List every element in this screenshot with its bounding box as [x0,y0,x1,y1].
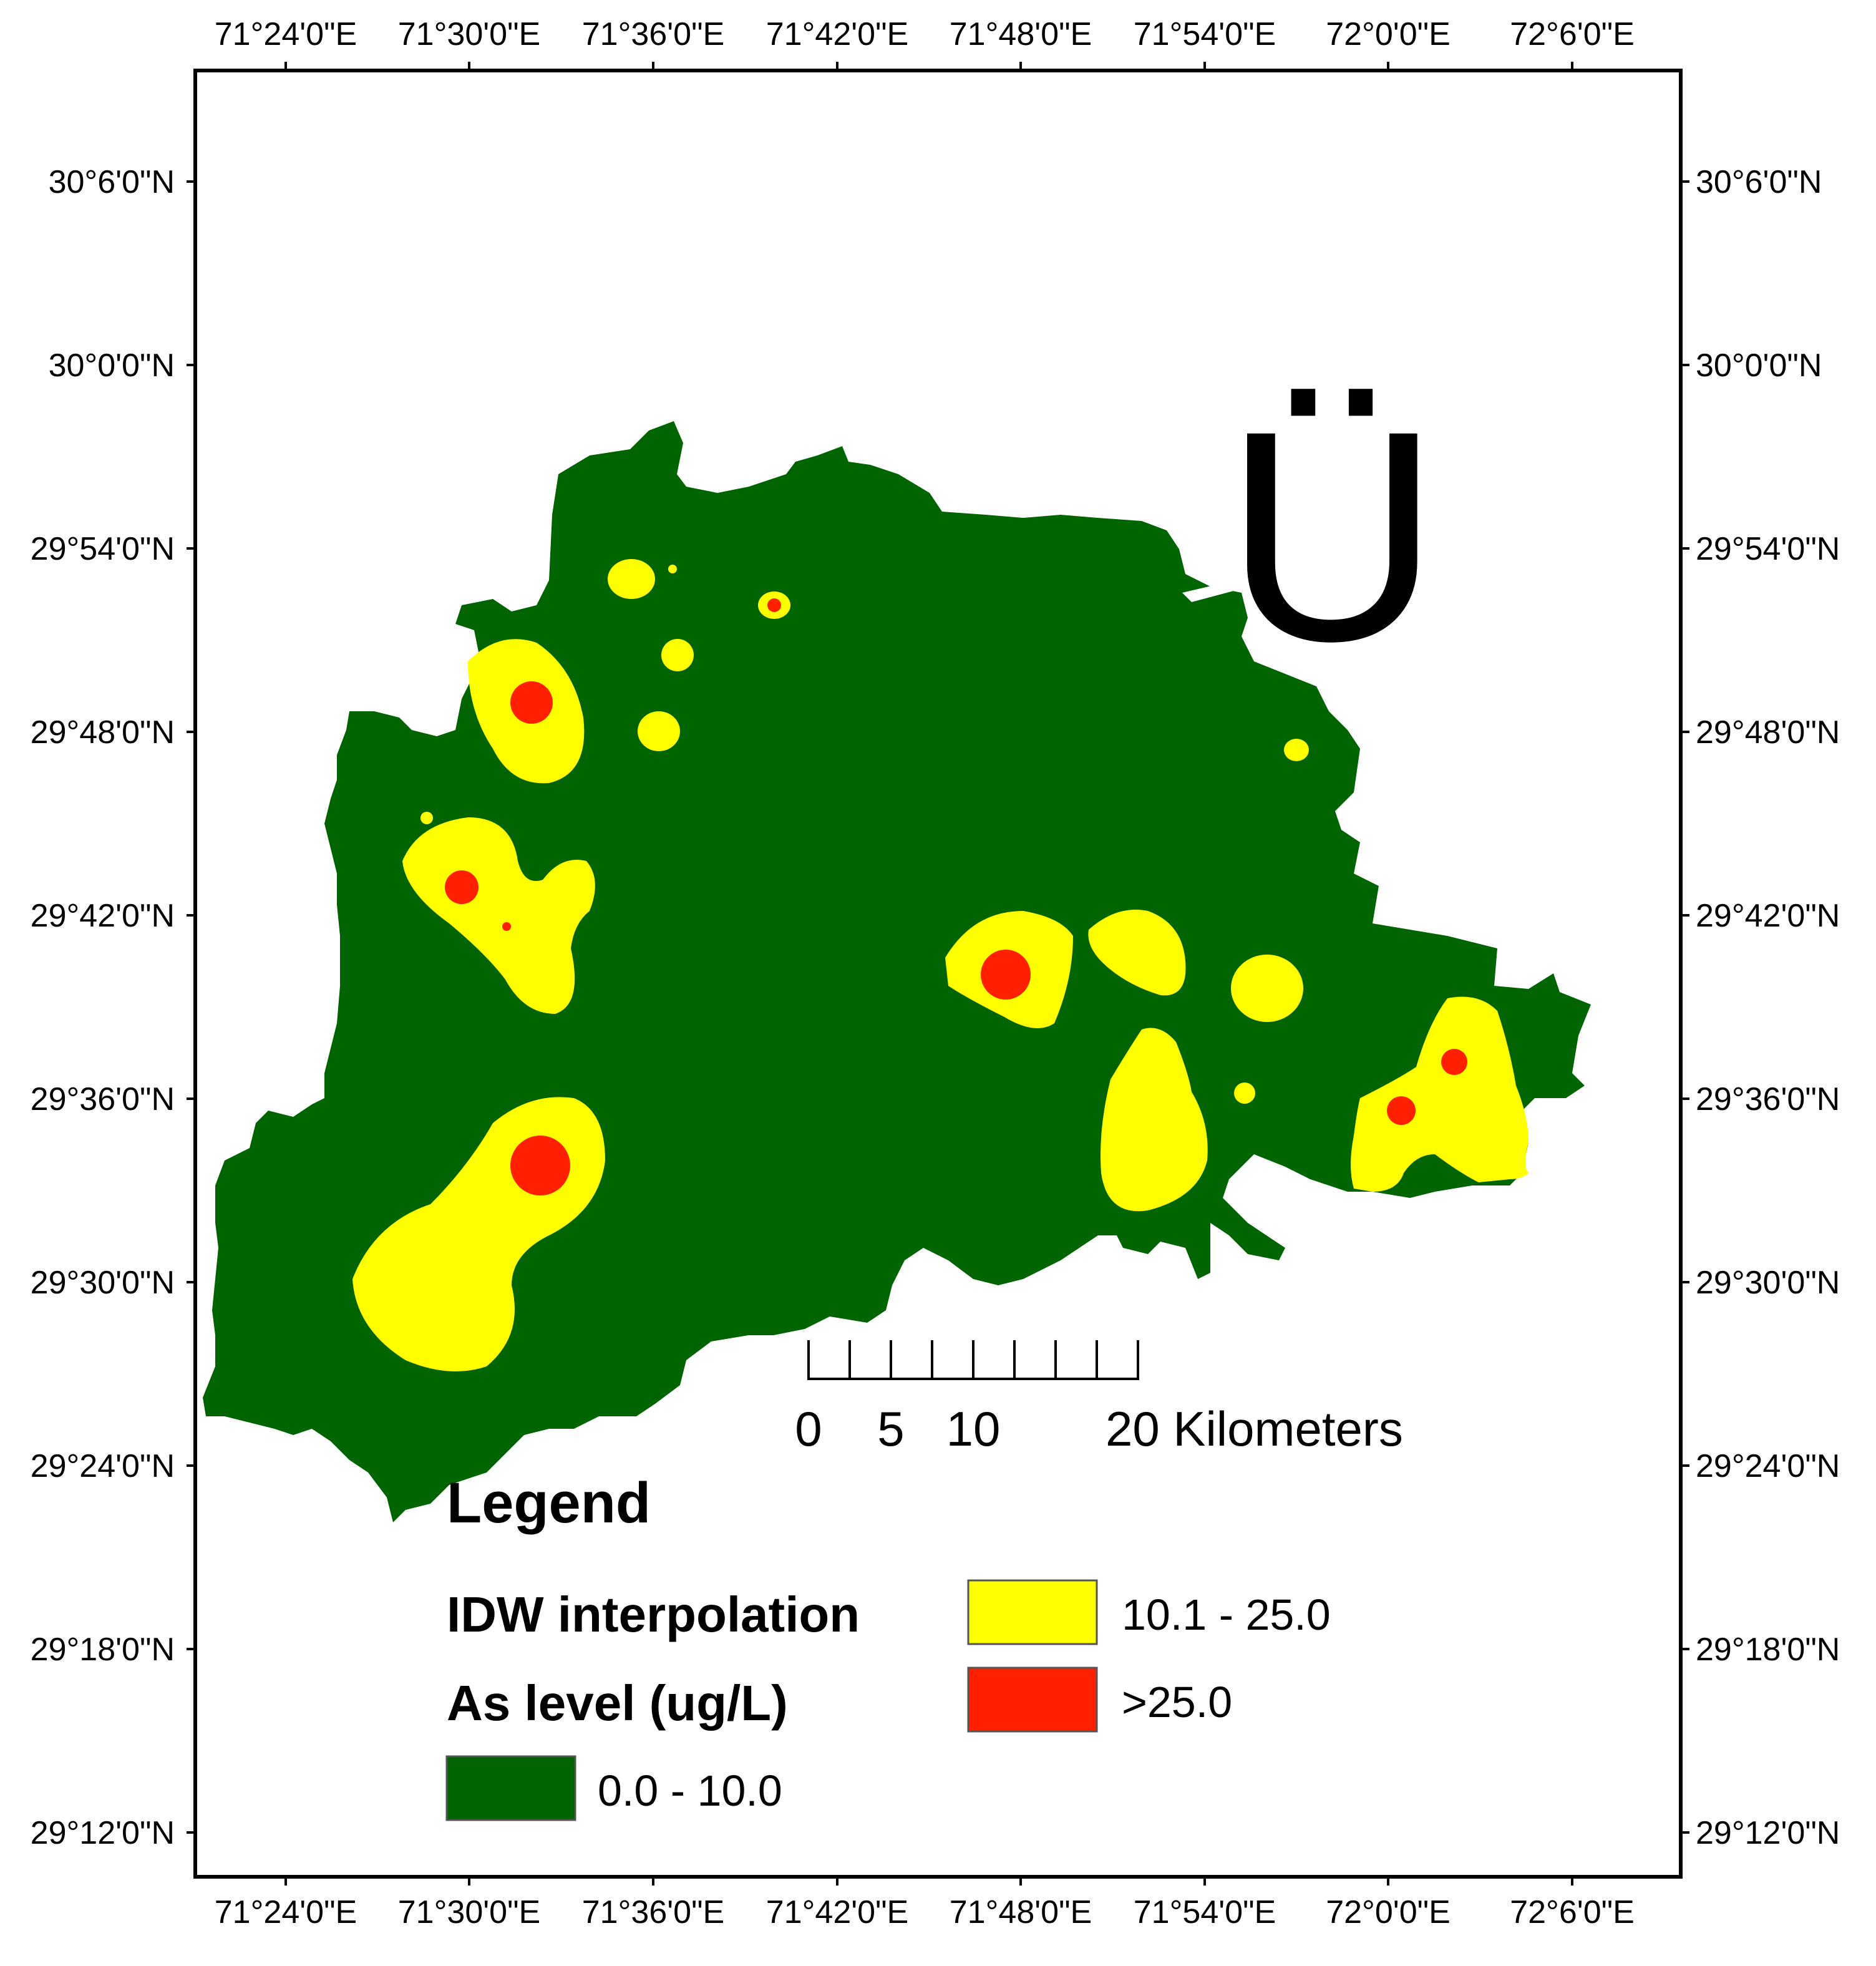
graticule-label: 29°30'0"N [31,1265,175,1301]
graticule-label: 29°48'0"N [1696,714,1840,751]
scale-label: 20 Kilometers [1106,1401,1403,1456]
legend-title: Legend [447,1471,651,1535]
legend-swatch-low [445,1755,576,1821]
scale-label: 0 [795,1401,822,1456]
legend-label-high: >25.0 [1122,1678,1232,1726]
high-zone [1441,1049,1467,1075]
legend-swatch-high [967,1667,1098,1733]
medium-zone [1284,739,1309,761]
graticule-label: 30°0'0"N [1696,348,1822,384]
graticule-label: 72°6'0"E [1510,16,1635,52]
high-zones [445,598,1467,1195]
legend: Legend IDW interpolation As level (ug/L)… [445,1471,1331,1821]
medium-zone [402,817,595,1014]
medium-zone [1234,1083,1255,1104]
medium-zone [638,711,680,751]
graticule-label: 71°30'0"E [398,1894,540,1930]
legend-label-low: 0.0 - 10.0 [598,1766,782,1815]
legend-line2: As level (ug/L) [447,1675,788,1731]
graticule-label: 71°36'0"E [582,16,724,52]
graticule-label: 71°48'0"E [950,16,1092,52]
graticule-label: 29°48'0"N [31,714,175,751]
high-zone [981,950,1031,1000]
medium-zone [1101,1028,1208,1212]
graticule-label: 29°36'0"N [31,1081,175,1117]
graticule-label: 71°42'0"E [766,16,908,52]
graticule-label: 71°36'0"E [582,1894,724,1930]
graticule-label: 71°24'0"E [215,1894,357,1930]
high-zone [502,922,511,931]
graticule-label: 29°18'0"N [31,1632,175,1668]
high-zone [510,681,553,724]
scale-label: 5 [877,1401,904,1456]
legend-swatch-medium [967,1579,1098,1645]
graticule-label: 71°24'0"E [215,16,357,52]
high-zone [510,1136,570,1195]
district-inlet [1182,580,1238,602]
graticule-label: 29°12'0"N [31,1815,175,1851]
medium-zone [420,812,433,824]
medium-zone [668,565,677,573]
graticule-label: 71°54'0"E [1134,16,1276,52]
graticule-label: 71°54'0"E [1134,1894,1276,1930]
graticule-label: 29°54'0"N [1696,531,1840,567]
graticule-label: 30°0'0"N [49,348,175,384]
medium-zone [1088,910,1186,996]
graticule-label: 72°0'0"E [1326,16,1451,52]
graticule-label: 30°6'0"N [1696,164,1822,200]
graticule-label: 72°0'0"E [1326,1894,1451,1930]
high-zone [767,598,781,612]
graticule-label: 29°36'0"N [1696,1081,1840,1117]
graticule-label: 29°54'0"N [31,531,175,567]
scale-label: 10 [946,1401,1001,1456]
scale-bar: 0 5 10 20 Kilometers [795,1340,1403,1456]
graticule-label: 71°48'0"E [950,1894,1092,1930]
medium-zone [1351,996,1529,1192]
graticule-label: 29°42'0"N [31,898,175,934]
graticule-ticks: 71°24'0"E 71°24'0"E 71°30'0"E 71°30'0"E 71°3… [31,16,1840,1930]
graticule-label: 29°42'0"N [1696,898,1840,934]
graticule-label: 71°30'0"E [398,16,540,52]
north-arrow-icon: Ü [1224,368,1441,703]
graticule-label: 72°6'0"E [1510,1894,1635,1930]
graticule-label: 29°24'0"N [31,1448,175,1484]
high-zone [1387,1096,1416,1125]
legend-label-medium: 10.1 - 25.0 [1122,1590,1331,1639]
graticule-label: 29°12'0"N [1696,1815,1840,1851]
medium-zone [1231,955,1303,1022]
graticule-label: 71°42'0"E [766,1894,908,1930]
graticule-label: 29°18'0"N [1696,1632,1840,1668]
medium-zone [608,559,655,599]
graticule-label: 29°30'0"N [1696,1265,1840,1301]
high-zone [445,870,479,904]
legend-line1: IDW interpolation [447,1587,860,1642]
medium-zone [661,639,694,671]
graticule-label: 30°6'0"N [49,164,175,200]
graticule-label: 29°24'0"N [1696,1448,1840,1484]
